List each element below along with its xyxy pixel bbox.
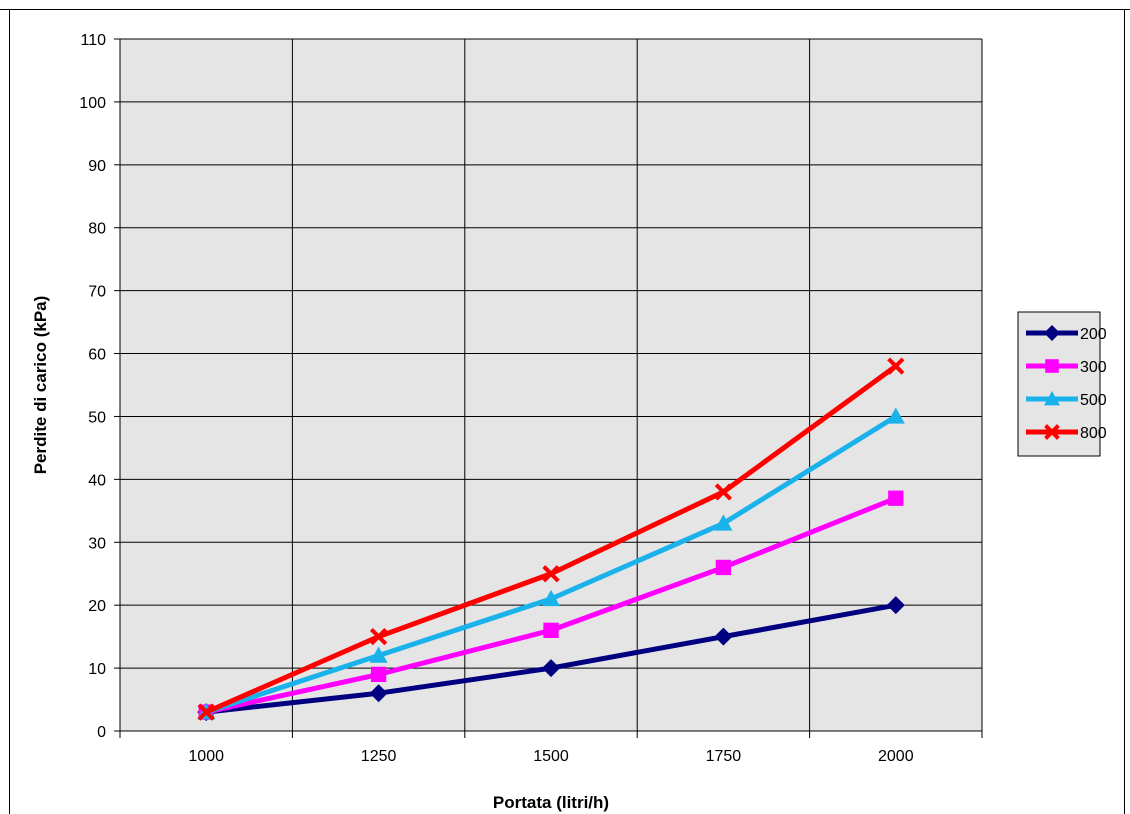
y-tick-label: 50 <box>88 409 106 426</box>
axes <box>114 38 983 738</box>
frame-top-border <box>0 9 1130 10</box>
legend-marker <box>1044 391 1060 406</box>
y-tick-label: 90 <box>88 158 106 175</box>
x-tick-label: 1250 <box>361 748 397 765</box>
marker-stroke <box>887 357 905 375</box>
data-point-300 <box>543 622 559 638</box>
y-tick-label: 20 <box>88 598 106 615</box>
data-point-300 <box>715 559 732 576</box>
legend-item-200: 200 <box>1026 325 1107 343</box>
data-point-800 <box>197 703 215 721</box>
y-tick-label: 60 <box>88 347 106 364</box>
legend-label: 200 <box>1080 326 1107 343</box>
frame-left-border <box>9 9 10 814</box>
marker-stroke <box>542 565 560 583</box>
data-point-200 <box>714 627 733 646</box>
x-tick-labels: 1000 1250 1500 1750 2000 <box>188 748 913 765</box>
legend-marker <box>1044 325 1060 341</box>
y-tick-label: 110 <box>80 32 106 49</box>
data-point-800 <box>714 483 733 501</box>
series-200 <box>197 596 905 722</box>
y-tick-label: 10 <box>88 661 106 678</box>
data-point-300 <box>370 666 387 683</box>
legend-item-800: 800 <box>1026 424 1107 442</box>
data-point-200 <box>369 684 388 703</box>
y-tick-label: 40 <box>88 472 106 489</box>
y-tick-label: 100 <box>79 95 106 112</box>
legend-label: 300 <box>1080 359 1107 376</box>
legend-label: 500 <box>1080 392 1107 409</box>
y-tick-label: 30 <box>88 535 106 552</box>
legend-marker <box>1045 359 1059 373</box>
data-point-500 <box>542 589 560 607</box>
data-point-800 <box>369 628 388 646</box>
x-tick-label: 1000 <box>188 748 224 765</box>
marker-stroke <box>1044 424 1060 440</box>
x-tick-label: 1500 <box>533 748 569 765</box>
y-axis-title: Perdite di carico (kPa) <box>31 296 50 475</box>
series-layer <box>197 357 905 722</box>
legend-item-300: 300 <box>1026 359 1107 376</box>
data-point-200 <box>886 596 905 615</box>
legend-label: 800 <box>1080 425 1107 442</box>
data-point-800 <box>542 565 560 583</box>
series-800 <box>197 357 905 721</box>
marker-stroke <box>197 703 215 721</box>
y-tick-labels: 0 10 20 30 40 50 60 70 80 90 100 110 <box>79 32 106 741</box>
data-point-500 <box>714 514 733 531</box>
data-point-300 <box>888 490 904 506</box>
data-point-500 <box>369 646 388 663</box>
legend-marker <box>1044 424 1060 440</box>
y-tick-label: 80 <box>88 221 106 238</box>
marker-stroke <box>369 628 388 646</box>
legend: 200 300 500 800 <box>1017 311 1107 457</box>
legend-item-500: 500 <box>1026 391 1107 409</box>
marker-stroke <box>714 483 733 501</box>
y-tick-label: 70 <box>88 284 106 301</box>
frame-right-border <box>1124 9 1125 814</box>
y-tick-label: 0 <box>97 724 106 741</box>
data-point-800 <box>887 357 905 375</box>
x-tick-label: 1750 <box>706 748 742 765</box>
data-point-200 <box>542 659 560 678</box>
x-axis-title: Portata (litri/h) <box>493 793 609 812</box>
data-point-500 <box>886 407 905 424</box>
x-tick-label: 2000 <box>878 748 914 765</box>
